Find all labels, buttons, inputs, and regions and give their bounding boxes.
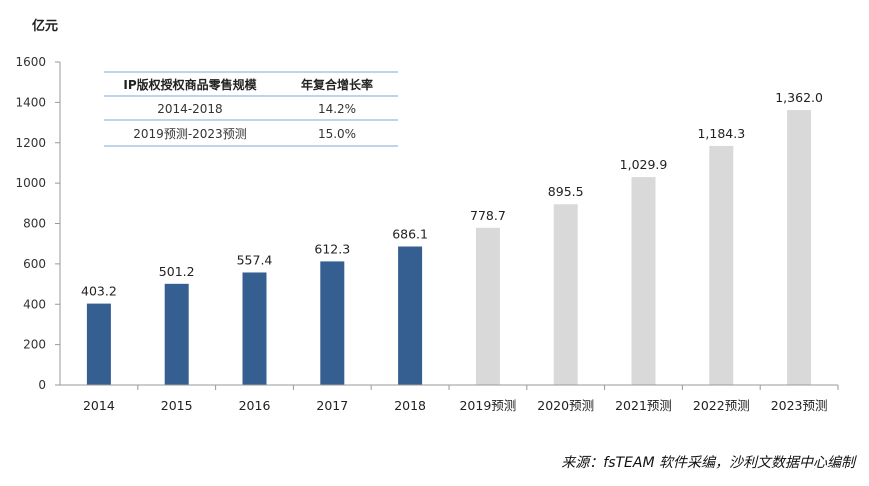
bar-2017 — [320, 261, 345, 385]
bar-2018 — [398, 246, 423, 385]
bar-series: 403.2 501.2 557.4 612.3 686.1 778.7 895.5 1,029… — [81, 90, 823, 385]
bar-2015 — [164, 283, 189, 385]
y-tick-label: 200 — [23, 338, 46, 352]
table-header: 年复合增长率 — [301, 77, 373, 92]
y-tick-label: 0 — [38, 378, 46, 392]
y-unit-label: 亿元 — [32, 18, 58, 34]
data-label: 1,029.9 — [620, 157, 668, 172]
bar-2023预测 — [787, 110, 812, 385]
y-tick-label: 600 — [23, 257, 46, 271]
x-tick-label: 2016 — [239, 398, 271, 413]
y-tick-label: 1400 — [15, 95, 46, 109]
table-cell: 14.2% — [318, 102, 356, 116]
data-label: 403.2 — [81, 284, 117, 299]
x-tick-label: 2015 — [161, 398, 193, 413]
x-tick-label: 2019预测 — [459, 398, 516, 413]
bar-2022预测 — [709, 145, 734, 385]
data-label: 1,184.3 — [697, 126, 745, 141]
table-cell: 15.0% — [318, 127, 356, 141]
data-label: 895.5 — [548, 184, 584, 199]
bar-2021预测 — [631, 177, 656, 385]
data-label: 501.2 — [159, 264, 195, 279]
x-tick-label: 2021预测 — [615, 398, 672, 413]
table-cell: 2014-2018 — [157, 102, 222, 116]
x-tick-label: 2018 — [394, 398, 426, 413]
table-header: IP版权授权商品零售规模 — [123, 77, 257, 92]
y-axis: 亿元 0 200 400 600 800 1000 1200 1400 1600 — [15, 18, 61, 392]
table-cell: 2019预测-2023预测 — [133, 127, 246, 141]
cagr-table: IP版权授权商品零售规模 年复合增长率 2014-2018 14.2% 2019预测-2… — [104, 71, 398, 147]
x-axis: 2014 2015 2016 2017 2018 2019预测 2020预测 2021预测 20… — [60, 384, 839, 413]
data-label: 557.4 — [237, 252, 273, 267]
x-tick-label: 2020预测 — [537, 398, 594, 413]
y-tick-label: 1200 — [15, 136, 46, 150]
data-label: 686.1 — [392, 226, 428, 241]
bar-2020预测 — [553, 204, 578, 385]
y-tick-label: 400 — [23, 297, 46, 311]
x-tick-label: 2023预测 — [771, 398, 828, 413]
y-tick-label: 1600 — [15, 55, 46, 69]
x-tick-label: 2022预测 — [693, 398, 750, 413]
source-note: 来源：fsTEAM 软件采编，沙利文数据中心编制 — [561, 455, 855, 471]
y-tick-label: 1000 — [15, 176, 46, 190]
bar-2014 — [86, 303, 111, 385]
bar-2016 — [242, 272, 267, 385]
data-label: 612.3 — [314, 241, 350, 256]
bar-2019预测 — [475, 227, 500, 385]
data-label: 778.7 — [470, 208, 506, 223]
x-tick-label: 2017 — [316, 398, 348, 413]
data-label: 1,362.0 — [775, 90, 823, 105]
x-tick-label: 2014 — [83, 398, 115, 413]
y-tick-label: 800 — [23, 217, 46, 231]
